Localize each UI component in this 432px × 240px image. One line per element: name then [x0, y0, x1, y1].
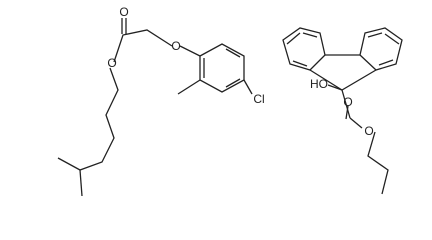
atom-label: O — [171, 39, 180, 53]
atom-label: O — [119, 5, 128, 19]
atom-label: O — [364, 124, 373, 138]
atom-label: HO — [310, 77, 328, 91]
molecule-1-bonds — [57, 18, 253, 197]
structures: O O O Cl HO O O — [57, 5, 403, 197]
molecule-2-bonds — [282, 27, 403, 195]
atom-label: O — [343, 95, 352, 109]
atom-label: Cl — [253, 92, 264, 106]
atom-label: O — [107, 56, 116, 70]
